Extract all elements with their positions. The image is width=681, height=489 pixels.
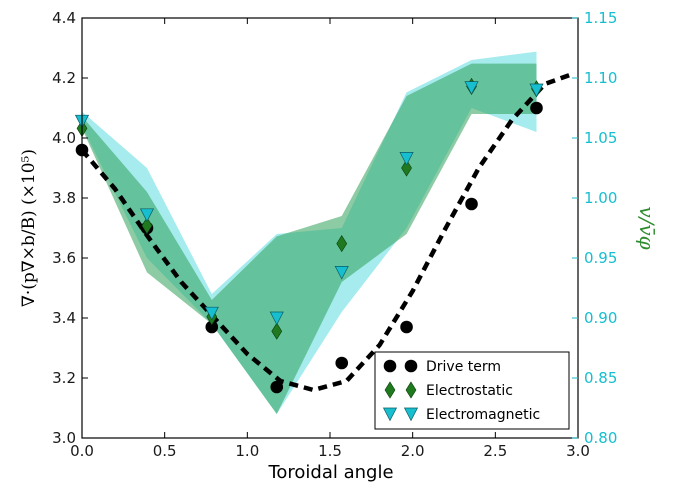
point-electromagnetic: [399, 152, 414, 166]
left-y-tick-label: 4.0: [52, 129, 76, 147]
left-y-axis-ticks: 3.0 3.2 3.4 3.6 3.8 4.0 4.2 4.4: [52, 9, 88, 447]
point-electrostatic: [141, 217, 153, 235]
legend-marker-drive-term: [404, 359, 418, 373]
left-y-tick-label: 4.2: [52, 69, 76, 87]
right-y-tick-label: 0.95: [584, 249, 617, 267]
left-y-axis-title: ∇·(p∇×b/B) (×10⁵): [19, 149, 39, 307]
point-electromagnetic: [139, 208, 155, 223]
point-drive-term: [400, 320, 413, 334]
right-y-axis-title: v/v̄φ: [635, 206, 659, 249]
x-tick-label: 0.0: [70, 442, 94, 460]
point-drive-term: [270, 380, 284, 394]
legend-marker-drive-term: [383, 359, 397, 373]
confidence-bands: [82, 51, 537, 414]
data-points: [74, 77, 544, 394]
x-tick-label: 0.5: [153, 442, 177, 460]
band-electrostatic: [82, 63, 537, 414]
point-electromagnetic: [529, 83, 544, 98]
point-electromagnetic: [204, 306, 219, 321]
point-electrostatic: [336, 235, 348, 253]
point-drive-term: [465, 197, 478, 211]
right-y-tick-label: 0.90: [584, 309, 617, 327]
x-axis-title: Toroidal angle: [267, 462, 393, 483]
left-y-tick-label: 3.0: [52, 429, 76, 447]
point-drive-term: [530, 101, 543, 115]
x-tick-label: 2.0: [401, 442, 425, 460]
point-electromagnetic: [334, 266, 349, 280]
right-y-tick-label: 1.05: [584, 129, 617, 147]
x-axis-ticks: 0.0 0.5 1.0 1.5 2.0 2.5 3.0: [70, 18, 590, 460]
point-electrostatic: [401, 159, 412, 177]
legend-label-electrostatic: Electrostatic: [426, 383, 513, 399]
x-tick-label: 1.0: [235, 442, 259, 460]
left-y-tick-label: 4.4: [52, 9, 76, 27]
right-y-tick-label: 1.15: [584, 9, 617, 27]
right-y-tick-label: 1.10: [584, 69, 617, 87]
x-tick-label: 1.5: [318, 442, 342, 460]
right-y-tick-label: 1.00: [584, 189, 617, 207]
left-y-tick-label: 3.8: [52, 189, 76, 207]
point-electromagnetic: [269, 311, 284, 326]
legend: Drive term Electrostatic Electromagnetic: [374, 351, 570, 430]
x-tick-label: 3.0: [566, 442, 590, 460]
fit-curve: [80, 72, 571, 393]
point-drive-term: [335, 356, 349, 370]
left-y-tick-label: 3.2: [52, 369, 76, 387]
right-y-axis-ticks: 0.80 0.85 0.90 0.95 1.00 1.05 1.10 1.15: [572, 9, 617, 447]
legend-marker-electromagnetic: [382, 407, 398, 422]
legend-marker-electromagnetic: [403, 407, 419, 422]
left-y-tick-label: 3.6: [52, 249, 76, 267]
x-tick-label: 2.5: [483, 442, 507, 460]
legend-marker-electrostatic: [405, 381, 417, 399]
legend-label-drive-term: Drive term: [426, 359, 501, 375]
left-y-tick-label: 3.4: [52, 309, 76, 327]
legend-marker-electrostatic: [384, 381, 396, 399]
point-electrostatic: [271, 322, 283, 340]
right-y-tick-label: 0.80: [584, 429, 617, 447]
point-electromagnetic: [464, 81, 479, 95]
legend-label-electromagnetic: Electromagnetic: [426, 407, 540, 423]
right-y-tick-label: 0.85: [584, 369, 617, 387]
fit-curve-line: [80, 72, 571, 393]
